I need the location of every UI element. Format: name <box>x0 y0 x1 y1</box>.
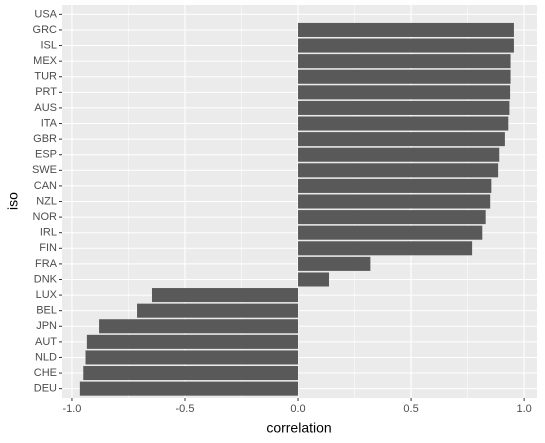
y-tick-label: ISL <box>40 39 57 51</box>
bar <box>298 85 511 100</box>
bar <box>298 194 491 209</box>
bar <box>298 38 514 53</box>
y-tick-label: AUT <box>35 336 57 348</box>
y-tick-label: LUX <box>36 289 58 301</box>
x-tick-label: 1.0 <box>516 403 531 415</box>
y-tick-label: PRT <box>35 86 57 98</box>
y-tick-label: TUR <box>34 71 57 83</box>
y-tick-label: GRC <box>33 24 58 36</box>
bar <box>298 54 511 69</box>
bar <box>298 163 499 178</box>
bar <box>298 147 500 162</box>
y-tick-label: CAN <box>34 180 57 192</box>
y-tick-label: NLD <box>35 351 57 363</box>
y-tick-label: MEX <box>33 55 58 67</box>
bar <box>298 22 514 37</box>
bar <box>298 225 483 240</box>
bar <box>298 178 492 193</box>
y-tick-label: FIN <box>39 242 57 254</box>
y-tick-label: NOR <box>33 211 58 223</box>
y-axis-title: iso <box>5 192 21 210</box>
y-tick-label: SWE <box>32 164 57 176</box>
x-tick-label: -0.5 <box>176 403 195 415</box>
y-tick-label: USA <box>34 8 57 20</box>
y-tick-label: AUS <box>34 102 57 114</box>
bar <box>151 288 299 303</box>
y-tick-label: DNK <box>34 273 58 285</box>
bar <box>298 132 505 147</box>
x-tick-label: 0.5 <box>403 403 418 415</box>
y-tick-label: JPN <box>36 320 57 332</box>
bar <box>298 100 510 115</box>
bar <box>137 303 299 318</box>
bar <box>298 272 330 287</box>
bar <box>85 350 299 365</box>
y-tick-label: CHE <box>34 367 57 379</box>
bar <box>86 334 299 349</box>
y-tick-label: BEL <box>36 305 57 317</box>
bar <box>298 241 473 256</box>
y-tick-label: FRA <box>35 258 58 270</box>
y-tick-label: IRL <box>40 227 57 239</box>
bar <box>83 366 299 381</box>
x-axis-title: correlation <box>266 420 331 436</box>
bar <box>298 256 371 271</box>
bar <box>298 210 486 225</box>
x-tick-label: -1.0 <box>62 403 81 415</box>
bar <box>298 69 511 84</box>
y-tick-label: GBR <box>33 133 57 145</box>
y-tick-label: ESP <box>35 149 57 161</box>
y-tick-label: NZL <box>36 195 57 207</box>
bar <box>99 319 299 334</box>
y-tick-label: DEU <box>34 383 57 395</box>
bar <box>79 381 299 396</box>
y-tick-label: ITA <box>41 117 58 129</box>
bar <box>298 116 509 131</box>
x-tick-label: 0.0 <box>290 403 305 415</box>
